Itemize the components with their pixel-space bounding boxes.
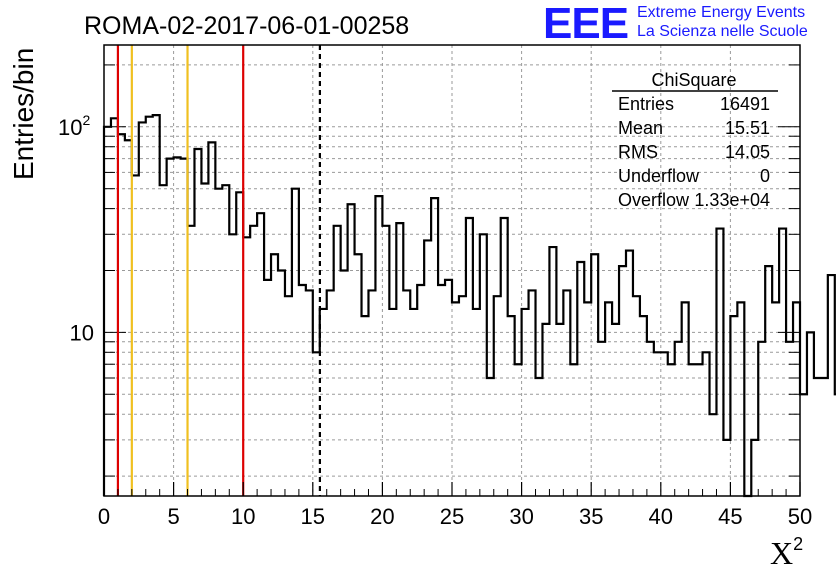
- stats-value: 15.51: [725, 118, 770, 138]
- y-tick-label: 102: [58, 112, 90, 140]
- logo-line-1: Extreme Energy Events: [637, 4, 806, 21]
- stats-box: ChiSquare Entries 16491 Mean 15.51 RMS 14.05 U…: [612, 70, 778, 210]
- x-tick-label: 50: [788, 504, 812, 529]
- x-tick-label: 5: [167, 504, 179, 529]
- x-tick-label: 10: [231, 504, 255, 529]
- x-tick-label: 35: [579, 504, 603, 529]
- x-tick-label: 0: [98, 504, 110, 529]
- stats-label: Overflow: [618, 190, 690, 210]
- y-axis-label: Entries/bin: [8, 48, 39, 180]
- x-tick-label: 40: [649, 504, 673, 529]
- x-tick-label: 30: [509, 504, 533, 529]
- grid-lines: [104, 45, 800, 496]
- stats-label: RMS: [618, 142, 658, 162]
- logo-line-2: La Scienza nelle Scuole: [637, 23, 808, 40]
- x-axis-ticks: 0 5 10 15 20 25 30 35 40 45 50: [98, 482, 812, 529]
- y-tick-label: 10: [70, 320, 94, 345]
- stats-value: 1.33e+04: [694, 190, 770, 210]
- stats-value: 14.05: [725, 142, 770, 162]
- chart-title: ROMA-02-2017-06-01-00258: [84, 12, 409, 40]
- stats-label: Entries: [618, 94, 674, 114]
- x-tick-label: 45: [718, 504, 742, 529]
- x-axis-label: X2: [770, 534, 803, 571]
- y-axis-ticks: 10 102: [58, 112, 94, 346]
- stats-value: 0: [760, 166, 770, 186]
- stats-label: Underflow: [618, 166, 700, 186]
- histogram-outline: [102, 114, 836, 498]
- stats-value: 16491: [720, 94, 770, 114]
- histogram-bins: [102, 114, 836, 498]
- x-tick-label: 15: [301, 504, 325, 529]
- stats-title: ChiSquare: [651, 70, 736, 90]
- stats-label: Mean: [618, 118, 663, 138]
- x-tick-label: 20: [370, 504, 394, 529]
- reference-lines: [116, 45, 321, 496]
- x-tick-label: 25: [440, 504, 464, 529]
- eee-logo: EEE: [543, 0, 629, 48]
